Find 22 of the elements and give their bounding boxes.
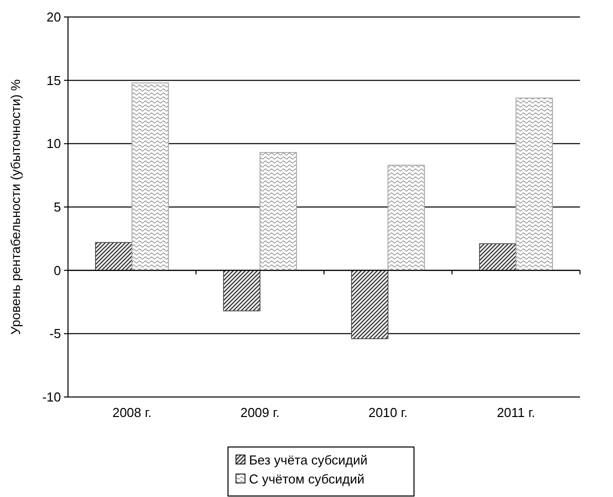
bar — [260, 152, 297, 271]
bar — [479, 243, 516, 271]
bar — [351, 270, 388, 340]
bar — [95, 242, 132, 271]
y-tick-label: 0 — [54, 262, 61, 278]
y-axis-title: Уровень рентабельности (убыточности) % — [8, 78, 23, 335]
x-tick-label: 2011 г. — [496, 405, 536, 420]
y-tick-label: 20 — [46, 10, 61, 25]
x-tick-label: 2008 г. — [112, 405, 152, 420]
bar — [223, 270, 260, 312]
y-tick-label: -10 — [42, 390, 61, 405]
y-tick-label: 10 — [46, 136, 61, 152]
y-tick-label: -5 — [49, 326, 61, 342]
legend-label: Без учёта субсидий — [249, 452, 368, 468]
bar — [516, 98, 553, 271]
bar — [132, 82, 169, 271]
x-tick-label: 2009 г. — [240, 405, 280, 420]
y-tick-label: 15 — [46, 72, 61, 88]
x-tick-label: 2010 г. — [368, 405, 408, 420]
bar — [388, 164, 425, 271]
y-tick-label: 5 — [54, 200, 61, 215]
legend-label: С учётом субсидий — [249, 472, 364, 487]
